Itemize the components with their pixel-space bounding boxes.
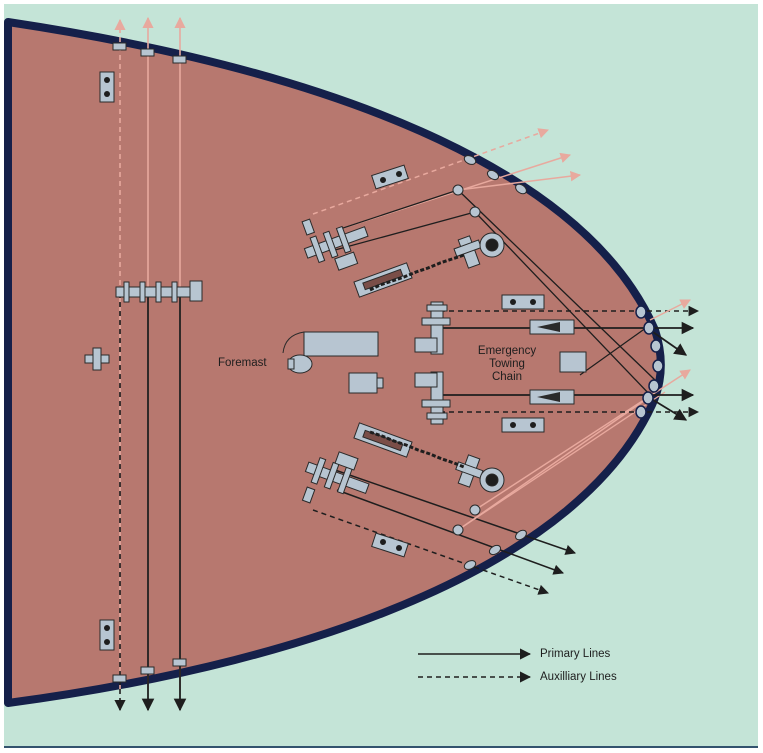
fairleads-lower: [452, 504, 527, 570]
fairleads-top: [112, 42, 187, 683]
stern-lines: [114, 16, 187, 712]
bollard-lower: [371, 532, 409, 558]
bollard-center-upper: [501, 294, 545, 310]
capstan-left: [84, 347, 110, 371]
bollard-upper: [371, 164, 409, 190]
bollard-bottom-left: [99, 619, 115, 651]
etc-line-2: Towing: [489, 358, 525, 370]
bow-deck: [4, 18, 665, 707]
lower-mooring-lines: [312, 369, 691, 595]
foremast-label: Foremast: [218, 357, 267, 369]
chain-stopper-upper: [529, 319, 575, 335]
chain-stopper-lower: [529, 389, 575, 405]
legend-auxiliary-label: Auxilliary Lines: [540, 671, 617, 683]
towing-chain-locker: [559, 351, 587, 373]
foremast: [282, 331, 384, 394]
mooring-winch-left: [115, 280, 203, 303]
emergency-towing-chain-label: Emergency Towing Chain: [458, 345, 556, 384]
legend: [418, 648, 532, 683]
bollard-center-lower: [501, 417, 545, 433]
fairleads-upper: [452, 155, 527, 218]
winch-center-upper: [414, 301, 451, 355]
anchor-chain-lower: [369, 430, 465, 469]
bow-fairleads: [635, 305, 664, 419]
etc-line-1: Emergency: [477, 345, 537, 357]
bollard-top-left: [99, 71, 115, 103]
legend-primary-label: Primary Lines: [540, 648, 611, 660]
anchor-chain-upper: [369, 253, 465, 292]
winch-center-lower: [414, 371, 451, 425]
etc-line-3: Chain: [491, 371, 523, 383]
windlass-upper: [301, 218, 505, 298]
